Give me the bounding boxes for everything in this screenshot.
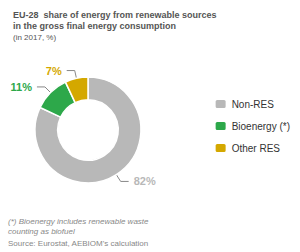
svg-text:(*) Bioenergy includes renewab: (*) Bioenergy includes renewable waste — [8, 217, 149, 226]
svg-text:7%: 7% — [46, 65, 62, 77]
svg-text:Non-RES: Non-RES — [232, 99, 275, 110]
svg-text:11%: 11% — [11, 81, 33, 93]
svg-text:counting as biofuel: counting as biofuel — [8, 227, 75, 236]
svg-text:Other RES: Other RES — [232, 143, 281, 154]
svg-text:Source: Eurostat, AEBIOM's cal: Source: Eurostat, AEBIOM's calculation — [8, 239, 148, 248]
svg-text:in the gross final energy cons: in the gross final energy consumption — [13, 21, 176, 31]
svg-text:82%: 82% — [134, 175, 156, 187]
svg-text:Bioenergy (*): Bioenergy (*) — [232, 121, 290, 132]
svg-text:(in 2017, %): (in 2017, %) — [13, 33, 56, 42]
svg-text:EU-28 share of energy from re: EU-28 share of energy from renewable sou… — [13, 10, 217, 20]
